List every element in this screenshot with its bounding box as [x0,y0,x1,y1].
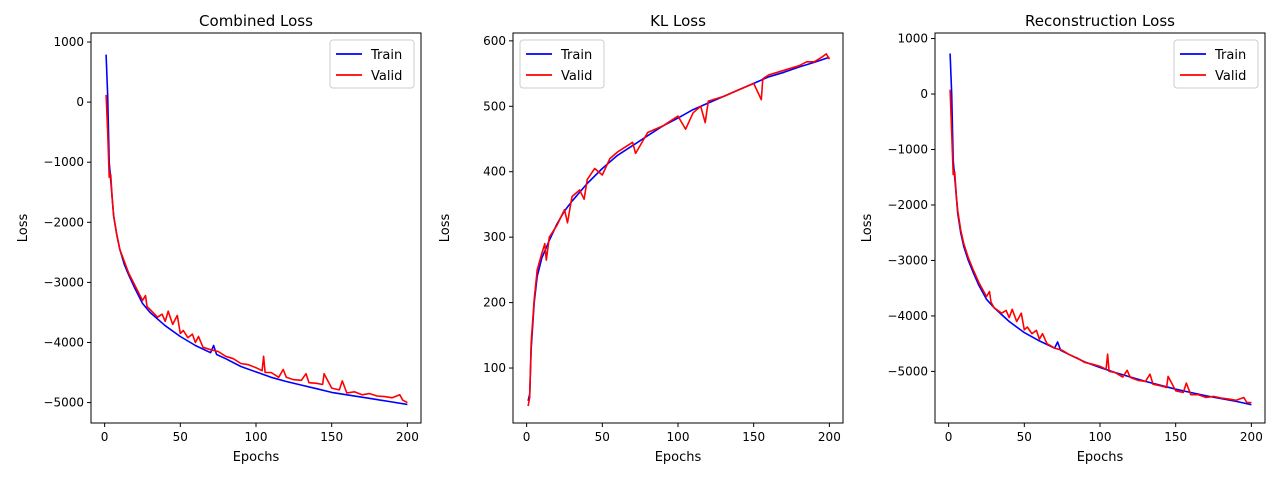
y-tick-label: −2000 [887,198,928,212]
legend-box [519,39,605,89]
plot-frame [512,32,844,424]
y-tick-label: 100 [483,361,506,375]
legend-label-train: Train [370,48,402,63]
y-tick-label: 1000 [897,32,928,46]
series-line-train [105,54,408,406]
y-tick-label: −5000 [43,396,84,410]
y-tick-label: −1000 [887,143,928,157]
series-line-valid [527,53,831,407]
x-tick-label: 50 [595,430,610,444]
x-tick-label: 150 [320,430,343,444]
y-tick-label: −3000 [887,253,928,267]
y-tick-label: 1000 [53,35,84,49]
series-group [105,54,408,406]
series-line-train [949,53,1252,406]
legend-box [329,39,415,89]
y-axis-label: Loss [438,214,453,243]
y-axis-label: Loss [860,214,875,243]
y-tick-label: 0 [76,95,84,109]
y-tick-label: −5000 [887,364,928,378]
x-axis-label: Epochs [655,450,702,465]
x-tick-label: 0 [523,430,531,444]
chart-panel-1: Combined Loss 0 50 100 150 200 −5000 −4000 −3000… [16,12,422,465]
series-line-valid [105,94,408,404]
x-tick-label: 100 [1089,430,1112,444]
x-tick-label: 200 [1240,430,1263,444]
legend-label-valid: Valid [1215,69,1246,84]
chart-title: Reconstruction Loss [1025,12,1175,30]
x-axis-label: Epochs [233,450,280,465]
chart-title: Combined Loss [199,12,313,30]
x-tick-label: 100 [667,430,690,444]
chart-panel-3: Reconstruction Loss 0 50 100 150 200 −5000 −400… [860,12,1266,465]
y-tick-label: −2000 [43,215,84,229]
series-line-valid [949,89,1252,404]
series-group [527,53,831,407]
x-tick-label: 50 [173,430,188,444]
y-tick-label: 400 [483,165,506,179]
legend-label-train: Train [560,48,592,63]
legend-box [1173,39,1259,89]
x-tick-label: 150 [742,430,765,444]
plot-frame [90,32,422,424]
legend: Train Valid [329,39,415,89]
x-axis-label: Epochs [1077,450,1124,465]
chart-panel-2: KL Loss 0 50 100 150 200 100 200 300 400 500 600 Epo… [438,12,844,465]
y-axis-label: Loss [16,214,31,243]
legend: Train Valid [1173,39,1259,89]
x-tick-label: 0 [101,430,109,444]
y-tick-label: −1000 [43,155,84,169]
x-tick-label: 50 [1017,430,1032,444]
y-tick-label: −4000 [43,335,84,349]
legend-label-valid: Valid [561,69,592,84]
x-tick-label: 0 [945,430,953,444]
legend-label-valid: Valid [371,69,402,84]
y-tick-label: 300 [483,230,506,244]
chart-title: KL Loss [650,12,706,30]
legend: Train Valid [519,39,605,89]
x-tick-label: 200 [818,430,841,444]
x-tick-label: 200 [396,430,419,444]
plot-frame [934,32,1266,424]
y-tick-label: −4000 [887,309,928,323]
series-line-train [527,56,830,401]
y-tick-label: 0 [920,87,928,101]
y-tick-label: 200 [483,296,506,310]
y-tick-label: −3000 [43,275,84,289]
legend-label-train: Train [1214,48,1246,63]
x-tick-label: 150 [1164,430,1187,444]
x-tick-label: 100 [245,430,268,444]
y-tick-label: 500 [483,99,506,113]
y-tick-label: 600 [483,34,506,48]
series-group [949,53,1252,406]
